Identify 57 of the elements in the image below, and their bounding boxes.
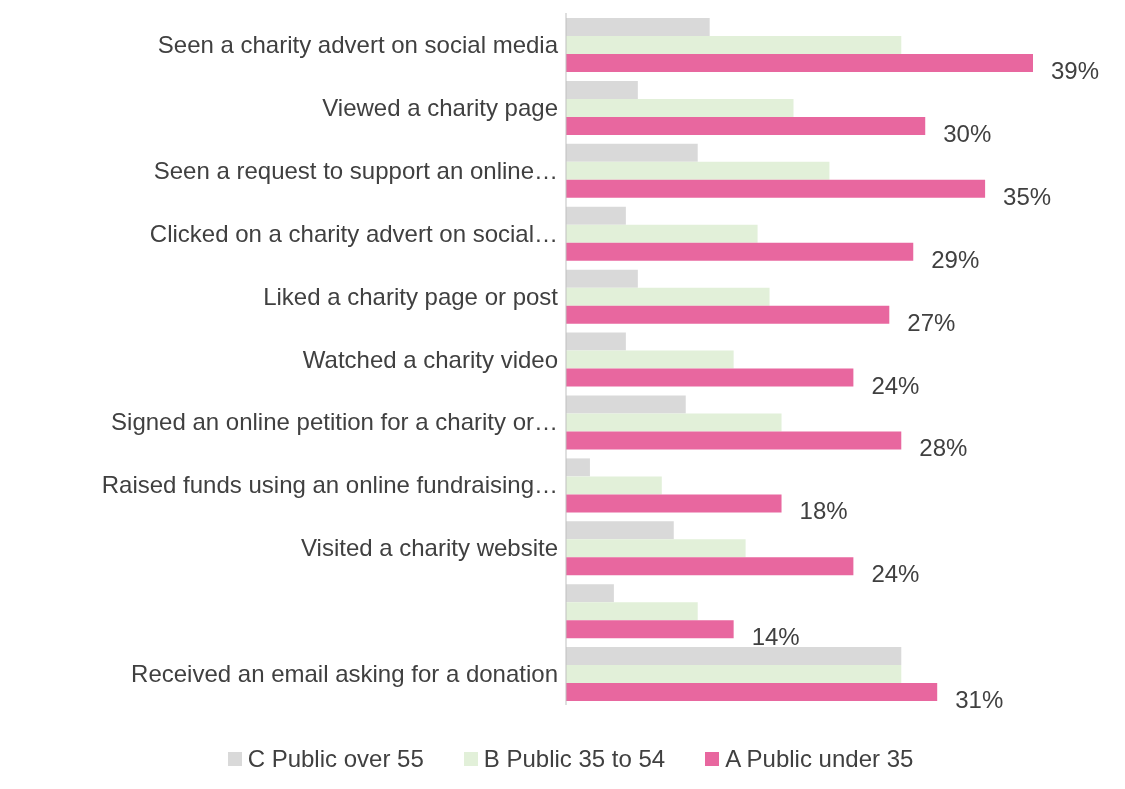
data-label: 29% (931, 245, 980, 273)
legend-label: C Public over 55 (247, 745, 424, 773)
data-label: 18% (799, 497, 848, 525)
bar (566, 179, 986, 198)
bar (566, 521, 674, 540)
y-tick-label: Visited a charity website (300, 534, 558, 562)
bar (566, 80, 638, 99)
data-label: 35% (1003, 182, 1052, 210)
bar (566, 242, 914, 261)
bar (566, 602, 698, 621)
data-label: 28% (919, 434, 968, 462)
bar (566, 224, 758, 243)
y-tick-label: Received an email asking for a donation (131, 660, 558, 688)
bar (566, 368, 854, 387)
bar (566, 305, 890, 324)
bar (566, 18, 710, 37)
data-label: 14% (751, 623, 800, 651)
bar (566, 161, 830, 180)
bar (566, 413, 782, 432)
y-tick-label: Watched a charity video (302, 345, 558, 373)
bar (566, 116, 926, 135)
data-label: 31% (955, 686, 1004, 714)
y-tick-label: Liked a charity page or post (263, 282, 559, 310)
bar (566, 54, 1033, 73)
bar (566, 431, 902, 450)
bar (566, 647, 902, 666)
y-tick-label: Raised funds using an online fundraising… (101, 471, 558, 499)
bar (566, 143, 698, 162)
y-tick-label: Viewed a charity page (322, 93, 558, 121)
bar (566, 683, 938, 702)
bar (566, 539, 746, 558)
data-label: 30% (943, 119, 992, 147)
y-tick-label: Seen a charity advert on social media (157, 30, 559, 58)
legend-label: A Public under 35 (725, 745, 914, 773)
y-tick-label: Clicked on a charity advert on social… (149, 219, 558, 247)
bar (566, 287, 770, 306)
bar (566, 584, 614, 603)
data-label: 39% (1051, 57, 1100, 85)
y-tick-label: Signed an online petition for a charity or… (111, 408, 558, 436)
bar (566, 98, 794, 117)
data-label: 24% (871, 560, 920, 588)
data-label: 27% (907, 308, 956, 336)
bar (566, 620, 734, 639)
bar (566, 494, 782, 513)
bar (566, 269, 638, 288)
bar (566, 458, 590, 477)
bar (566, 206, 626, 225)
bar (566, 476, 662, 495)
legend-label: B Public 35 to 54 (483, 745, 666, 773)
bar (566, 36, 902, 55)
y-tick-label: Seen a request to support an online… (153, 156, 558, 184)
data-label: 24% (871, 371, 920, 399)
bar (566, 665, 902, 684)
bar (566, 557, 854, 576)
bar (566, 332, 626, 351)
bar (566, 395, 686, 414)
bar (566, 350, 734, 369)
